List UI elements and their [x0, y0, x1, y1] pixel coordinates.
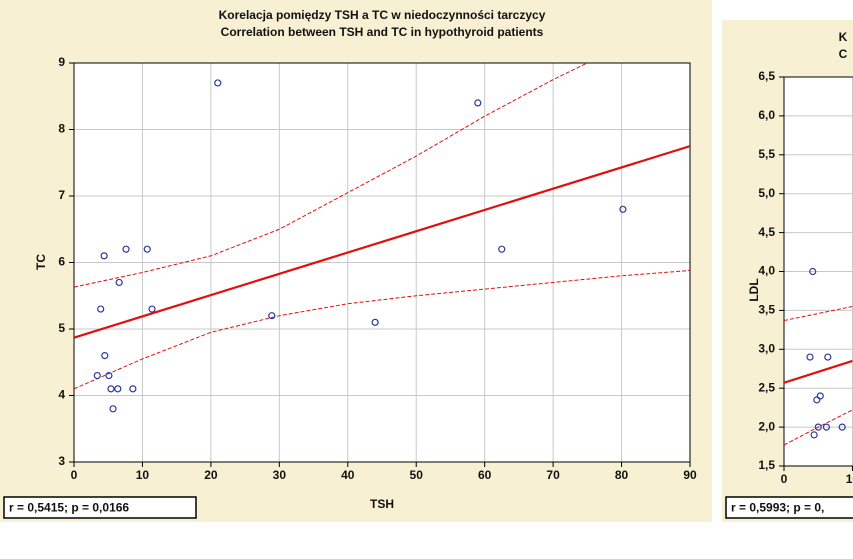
data-point — [93, 371, 101, 380]
x-tick-label: 90 — [683, 468, 697, 482]
data-point — [814, 423, 822, 431]
x-tick-label: 0 — [71, 468, 78, 482]
y-tick-label: 2,5 — [758, 380, 775, 394]
chart-title: K — [839, 30, 848, 44]
y-tick-label: 3,0 — [758, 341, 775, 355]
chart-title: Correlation between TSH and TC in hypoth… — [221, 25, 544, 39]
x-tick-label: 20 — [204, 468, 218, 482]
y-tick-label: 4 — [58, 388, 65, 402]
data-point — [809, 267, 817, 276]
y-tick-label: 4,5 — [758, 225, 775, 239]
data-point — [474, 99, 482, 107]
data-point — [371, 318, 379, 326]
x-tick-label: 10 — [846, 472, 853, 486]
y-tick-label: 5 — [58, 321, 65, 335]
y-tick-label: 3,5 — [758, 303, 775, 317]
annotation-box — [725, 496, 853, 519]
y-tick-label: 4,0 — [758, 264, 775, 278]
annotation: r = 0,5415; p = 0,0166 — [9, 501, 129, 515]
data-point — [806, 353, 814, 361]
y-tick-label: 8 — [58, 122, 65, 136]
x-tick-label: 40 — [341, 468, 355, 482]
y-tick-label: 6,5 — [758, 69, 775, 83]
x-tick-label: 30 — [273, 468, 287, 482]
data-point — [101, 352, 109, 360]
plot-frame — [783, 76, 853, 467]
data-point — [822, 423, 831, 431]
data-point — [498, 245, 506, 253]
data-point — [114, 385, 122, 393]
data-point — [107, 385, 115, 393]
data-point — [143, 245, 151, 253]
data-point — [115, 278, 123, 287]
data-point — [129, 385, 137, 393]
y-tick-label: 5,5 — [758, 147, 775, 161]
data-point — [816, 392, 824, 400]
data-point — [619, 205, 627, 213]
plot-frame — [73, 62, 691, 463]
y-tick-label: 3 — [58, 454, 65, 468]
y-tick-label: 6 — [58, 255, 65, 269]
data-point — [148, 305, 156, 313]
annotation: r = 0,5993; p = 0, — [731, 501, 824, 515]
chart-panel: KC 1,5 2,0 2,5 3,0 3,5 4,0 4,5 5,0 5,5 6,0 6,5 0 10 LD… — [722, 20, 853, 522]
x-tick-label: 70 — [546, 468, 560, 482]
regression-line — [784, 359, 853, 384]
data-point — [838, 423, 846, 431]
x-tick-label: 60 — [478, 468, 492, 482]
y-tick-label: 7 — [58, 188, 65, 202]
data-point — [109, 405, 117, 413]
y-tick-label: 5,0 — [758, 186, 775, 200]
regression-line — [74, 145, 690, 339]
x-tick-label: 0 — [781, 472, 788, 486]
chart-title: Korelacja pomiędzy TSH a TC w niedoczynn… — [219, 8, 546, 22]
y-axis-label: TC — [34, 254, 48, 270]
chart-title: C — [839, 47, 848, 61]
data-point — [105, 371, 113, 380]
x-axis-label: TSH — [370, 497, 394, 511]
data-point — [214, 79, 222, 87]
x-tick-label: 10 — [136, 468, 150, 482]
data-point — [97, 305, 105, 313]
data-point — [100, 252, 108, 260]
data-point — [268, 312, 276, 320]
data-point — [810, 431, 818, 439]
chart-panel: Korelacja pomiędzy TSH a TC w niedoczynn… — [0, 0, 712, 522]
y-tick-label: 1,5 — [758, 458, 775, 472]
annotation-box — [3, 496, 197, 519]
y-tick-label: 9 — [58, 55, 65, 69]
confidence-band — [784, 409, 853, 446]
y-axis-label: LDL — [747, 278, 761, 301]
y-tick-label: 2,0 — [758, 419, 775, 433]
data-point — [122, 245, 130, 253]
confidence-band — [74, 63, 588, 288]
data-point — [824, 353, 832, 361]
y-tick-label: 6,0 — [758, 108, 775, 122]
confidence-band — [74, 269, 690, 390]
x-tick-label: 50 — [410, 468, 424, 482]
x-tick-label: 80 — [615, 468, 629, 482]
